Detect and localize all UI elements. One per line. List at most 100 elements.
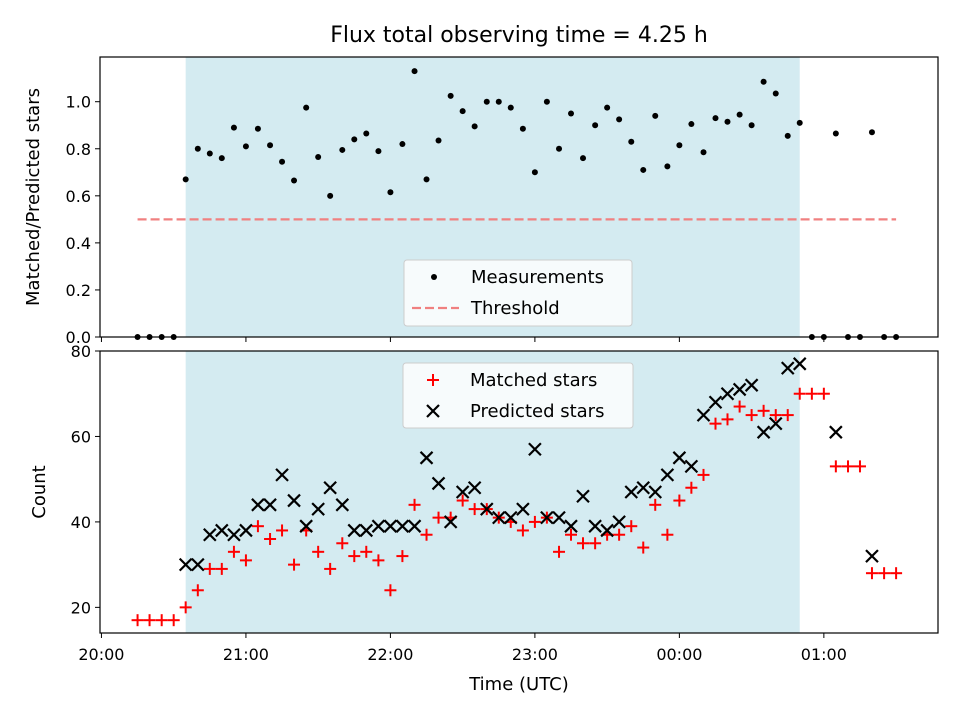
series-measurements <box>134 68 900 340</box>
data-point <box>528 442 542 457</box>
x-stroke-b <box>263 498 277 512</box>
x-stroke-b <box>829 425 843 439</box>
data-point <box>589 537 602 550</box>
series-predicted-stars <box>178 357 879 572</box>
data-point <box>637 541 650 554</box>
data-point <box>531 169 538 176</box>
x-stroke-b <box>467 480 482 495</box>
data-point <box>396 550 409 563</box>
data-point <box>467 480 482 495</box>
data-point <box>613 528 626 541</box>
y-tick-label: 60 <box>71 427 91 446</box>
data-point <box>519 125 526 132</box>
data-point <box>652 112 659 119</box>
data-point <box>324 562 337 575</box>
data-point <box>709 417 722 430</box>
data-point <box>155 614 168 627</box>
x-tick-label: 23:00 <box>512 645 558 664</box>
data-point <box>131 614 144 627</box>
data-point <box>805 387 818 400</box>
data-point <box>865 549 879 563</box>
x-stroke-b <box>323 480 337 495</box>
panel-counts: 20 40 60 80 20:00 21:00 22:00 23:00 00:00 01:00 Co… <box>29 342 939 664</box>
data-point <box>408 498 421 511</box>
data-point <box>423 176 430 183</box>
data-point <box>784 132 791 139</box>
x-tick-label: 00:00 <box>656 645 702 664</box>
x-stroke-b <box>239 523 253 538</box>
x-stroke-b <box>311 502 325 516</box>
data-point <box>239 554 252 567</box>
data-point <box>612 515 626 529</box>
x-stroke-b <box>732 382 747 397</box>
data-point <box>568 110 575 117</box>
data-point <box>760 78 767 85</box>
data-point <box>339 146 346 153</box>
data-point <box>564 519 578 533</box>
x-stroke-b <box>865 549 879 563</box>
data-point <box>768 416 783 431</box>
data-point <box>592 122 599 129</box>
data-point <box>553 545 566 558</box>
data-point <box>419 451 434 465</box>
x-stroke-b <box>287 493 301 508</box>
data-point <box>227 545 240 558</box>
data-point <box>251 498 265 512</box>
data-point <box>435 137 442 144</box>
x-stroke-b <box>636 480 651 495</box>
x-stroke-b <box>744 378 759 392</box>
data-point <box>254 125 261 132</box>
x-stroke-b <box>792 357 807 371</box>
data-point <box>712 115 719 122</box>
data-point <box>736 111 743 118</box>
data-point <box>724 118 731 125</box>
x-stroke-b <box>564 519 578 533</box>
data-point <box>299 519 313 533</box>
data-point <box>431 476 446 491</box>
legend-marker <box>427 374 439 386</box>
data-point <box>327 192 334 199</box>
x-stroke-b <box>503 510 518 525</box>
data-point <box>218 155 225 162</box>
y-tick-label: 0.8 <box>66 140 91 159</box>
data-point <box>829 425 843 439</box>
data-point <box>732 382 747 397</box>
y-tick-label: 80 <box>71 342 91 361</box>
data-point <box>684 459 699 474</box>
x-stroke-b <box>720 386 735 401</box>
data-point <box>215 562 228 575</box>
data-point <box>227 527 241 542</box>
data-point <box>287 493 301 508</box>
x-stroke-b <box>552 510 566 525</box>
data-point <box>432 511 445 524</box>
x-stroke-b <box>426 404 440 418</box>
data-point <box>748 122 755 129</box>
x-stroke-b <box>383 519 398 533</box>
data-point <box>697 468 710 481</box>
x-tick-label: 22:00 <box>367 645 413 664</box>
y-tick-label: 40 <box>71 513 91 532</box>
data-point <box>315 154 322 160</box>
data-point <box>275 468 289 482</box>
data-point <box>372 554 385 567</box>
data-point <box>206 150 213 157</box>
x-tick-label: 20:00 <box>78 645 124 664</box>
x-stroke-b <box>203 527 217 542</box>
data-point <box>323 480 337 495</box>
x-stroke-b <box>178 557 193 572</box>
data-point <box>688 121 695 128</box>
legend-marker <box>431 274 437 280</box>
legend-label: Measurements <box>471 267 604 288</box>
data-point <box>447 92 454 99</box>
data-point <box>664 163 671 170</box>
x-stroke-b <box>780 361 795 375</box>
data-point <box>780 361 795 375</box>
data-point <box>359 523 374 538</box>
x-stroke-b <box>335 498 350 512</box>
x-stroke-b <box>528 442 542 457</box>
data-point <box>576 489 590 504</box>
data-point <box>865 567 878 580</box>
data-point <box>604 104 611 111</box>
data-point <box>182 176 189 183</box>
data-point <box>194 145 201 152</box>
